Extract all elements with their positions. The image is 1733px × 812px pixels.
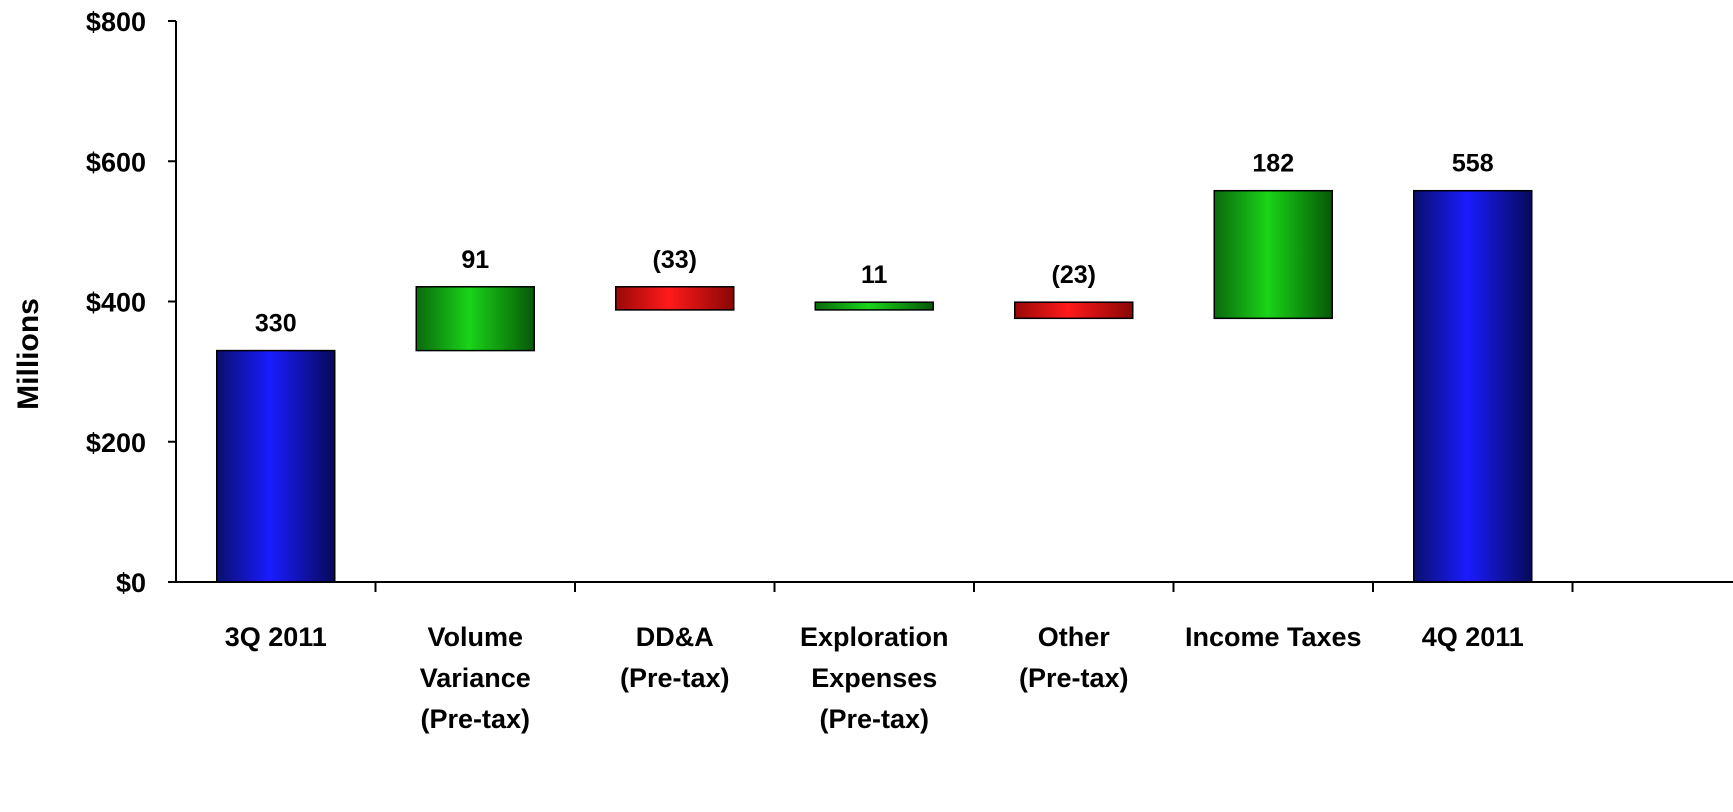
- bar-decrease: [1014, 301, 1134, 320]
- category-label-line: Expenses: [811, 663, 937, 693]
- data-label: 91: [461, 246, 489, 274]
- category-label-line: (Pre-tax): [420, 704, 530, 734]
- data-label: 11: [861, 261, 888, 289]
- bar-increase: [1213, 189, 1333, 320]
- y-tick-label: $600: [86, 147, 146, 177]
- bar-total: [1413, 189, 1533, 583]
- data-label: 330: [255, 310, 297, 338]
- data-label: (33): [653, 246, 697, 274]
- category-label: Other (Pre-tax): [1019, 622, 1129, 693]
- y-axis-ticks: $0 $200 $400 $600 $800: [86, 7, 176, 598]
- category-label-line: (Pre-tax): [819, 704, 929, 734]
- category-label-line: 4Q 2011: [1422, 622, 1524, 652]
- category-label: DD&A (Pre-tax): [620, 622, 730, 693]
- category-label: 4Q 2011: [1422, 622, 1524, 652]
- category-label-line: Volume: [427, 622, 523, 652]
- category-label-line: Exploration: [800, 622, 949, 652]
- y-tick-label: $400: [86, 288, 146, 318]
- data-labels: 330 91 (33) 11 (23) 182 558: [255, 150, 1494, 338]
- data-label: (23): [1052, 261, 1096, 289]
- y-tick-label: $200: [86, 428, 146, 458]
- category-label-line: Income Taxes: [1185, 622, 1362, 652]
- y-tick-label: $0: [116, 568, 146, 598]
- category-label: Income Taxes: [1185, 622, 1362, 652]
- data-label: 558: [1452, 150, 1494, 178]
- category-label: 3Q 2011: [225, 622, 327, 652]
- category-label: Exploration Expenses (Pre-tax): [800, 622, 949, 734]
- category-label-line: Other: [1038, 622, 1111, 652]
- category-label-line: 3Q 2011: [225, 622, 327, 652]
- axes: [175, 21, 1733, 592]
- bar-total: [216, 349, 336, 583]
- bar-increase: [814, 301, 934, 311]
- bar-increase: [415, 286, 535, 352]
- waterfall-bars: [216, 189, 1533, 583]
- category-label-line: (Pre-tax): [620, 663, 730, 693]
- category-label-line: (Pre-tax): [1019, 663, 1129, 693]
- category-labels: 3Q 2011 Volume Variance (Pre-tax) DD&A (Pre-t…: [225, 622, 1524, 734]
- y-tick-label: $800: [86, 7, 146, 37]
- data-label: 182: [1252, 150, 1294, 178]
- category-label-line: DD&A: [636, 622, 714, 652]
- category-label: Volume Variance (Pre-tax): [420, 622, 531, 734]
- bar-decrease: [615, 286, 735, 311]
- y-axis-title: Millions: [12, 298, 45, 410]
- category-label-line: Variance: [420, 663, 531, 693]
